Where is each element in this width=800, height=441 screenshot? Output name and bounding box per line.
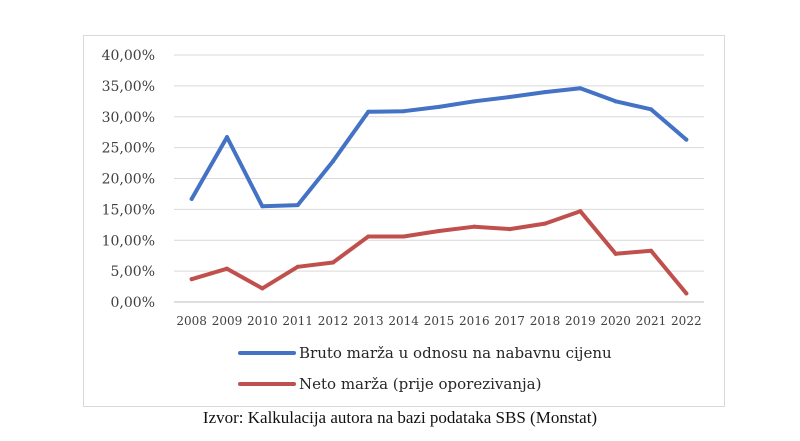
x-tick-label: 2011 bbox=[282, 314, 313, 328]
y-tick-label: 40,00% bbox=[102, 48, 155, 64]
data-point bbox=[331, 159, 335, 164]
x-tick-label: 2013 bbox=[353, 314, 384, 328]
x-tick-label: 2012 bbox=[318, 314, 349, 328]
y-tick-label: 30,00% bbox=[102, 110, 155, 126]
y-tick-label: 0,00% bbox=[111, 295, 155, 311]
y-tick-label: 5,00% bbox=[111, 264, 155, 280]
legend-label: Neto marža (prije oporezivanja) bbox=[299, 375, 541, 393]
data-point bbox=[649, 107, 653, 112]
data-point bbox=[684, 291, 689, 296]
data-point bbox=[578, 86, 583, 91]
data-point bbox=[543, 221, 547, 226]
data-point bbox=[366, 234, 371, 239]
data-point bbox=[649, 248, 653, 253]
legend: Bruto marža u odnosu na nabavnu cijenu Ne… bbox=[238, 344, 612, 393]
chart-frame: 0,00% 5,00% 10,00% 15,00% 20,00% 25,00% 30,00%… bbox=[83, 35, 725, 407]
data-point bbox=[331, 260, 335, 265]
x-tick-label: 2015 bbox=[424, 314, 455, 328]
data-point bbox=[225, 266, 229, 271]
data-point bbox=[295, 203, 300, 208]
y-tick-label: 25,00% bbox=[102, 141, 155, 157]
line-chart: 0,00% 5,00% 10,00% 15,00% 20,00% 25,00% 30,00%… bbox=[102, 48, 704, 393]
data-point bbox=[613, 251, 618, 256]
data-point bbox=[295, 264, 300, 269]
series-line-2 bbox=[189, 209, 689, 296]
data-point bbox=[578, 209, 583, 214]
x-tick-label: 2022 bbox=[671, 314, 702, 328]
source-caption: Izvor: Kalkulacija autora na bazi podata… bbox=[202, 408, 598, 427]
data-point bbox=[366, 109, 371, 114]
x-tick-label: 2008 bbox=[176, 314, 207, 328]
x-axis-tick-labels: 2008 2009 2010 2011 2012 2013 2014 2015 2016 2017… bbox=[176, 314, 701, 328]
data-point bbox=[437, 104, 441, 109]
x-tick-label: 2014 bbox=[388, 314, 419, 328]
data-point bbox=[189, 277, 194, 282]
x-tick-label: 2019 bbox=[565, 314, 596, 328]
data-point bbox=[260, 204, 265, 209]
data-point bbox=[260, 286, 265, 291]
data-point bbox=[507, 227, 512, 232]
x-tick-label: 2021 bbox=[636, 314, 667, 328]
data-point bbox=[401, 234, 406, 239]
data-point bbox=[543, 90, 547, 95]
x-tick-label: 2020 bbox=[600, 314, 631, 328]
data-point bbox=[225, 135, 229, 140]
data-point bbox=[472, 224, 477, 229]
legend-label: Bruto marža u odnosu na nabavnu cijenu bbox=[299, 344, 612, 362]
y-axis-tick-labels: 0,00% 5,00% 10,00% 15,00% 20,00% 25,00% 30,00%… bbox=[102, 48, 155, 311]
data-point bbox=[507, 94, 512, 99]
data-point bbox=[437, 228, 441, 233]
y-tick-label: 10,00% bbox=[102, 233, 155, 249]
data-point bbox=[472, 99, 477, 104]
x-tick-label: 2009 bbox=[212, 314, 243, 328]
x-tick-label: 2018 bbox=[530, 314, 561, 328]
y-tick-label: 15,00% bbox=[102, 202, 155, 218]
y-tick-label: 35,00% bbox=[102, 79, 155, 95]
x-tick-label: 2016 bbox=[459, 314, 490, 328]
gridlines bbox=[174, 54, 704, 303]
x-tick-label: 2010 bbox=[247, 314, 278, 328]
series-lines bbox=[189, 86, 689, 296]
data-point bbox=[613, 99, 618, 104]
data-point bbox=[401, 109, 406, 114]
data-point bbox=[189, 196, 194, 201]
x-tick-label: 2017 bbox=[494, 314, 525, 328]
data-point bbox=[684, 137, 689, 142]
y-tick-label: 20,00% bbox=[102, 172, 155, 188]
